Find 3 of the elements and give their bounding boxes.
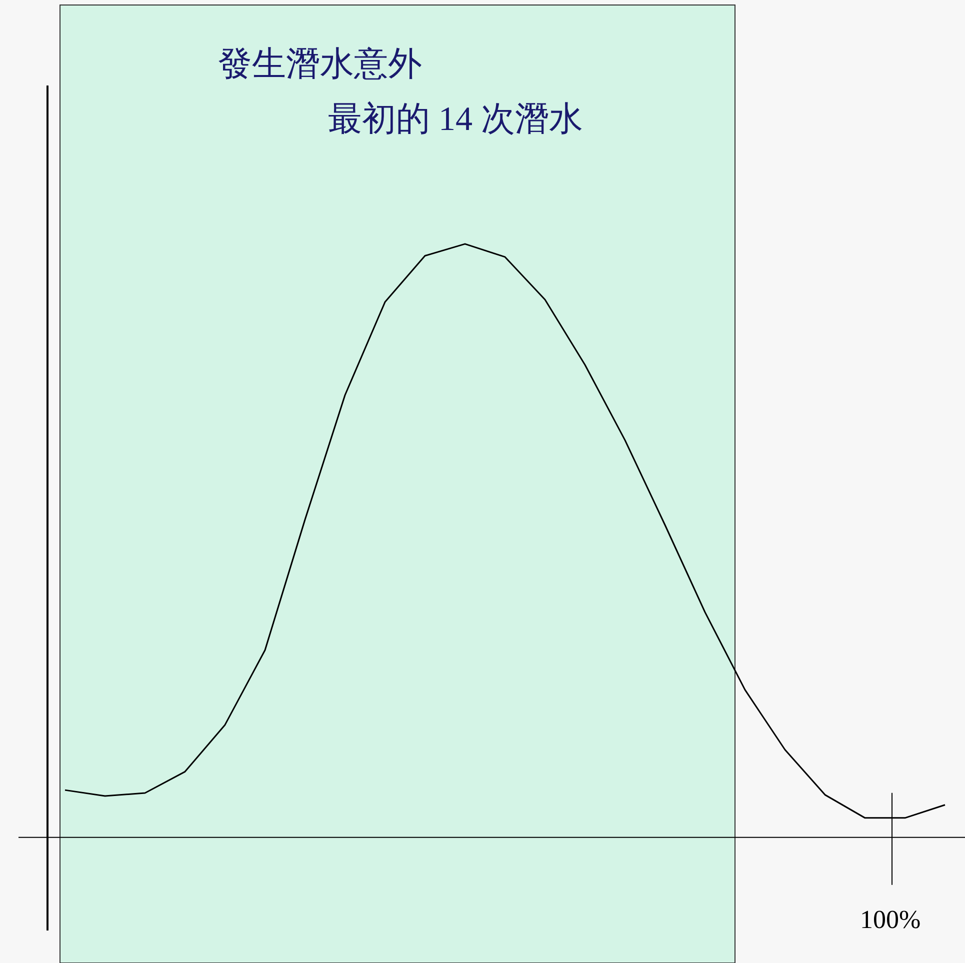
text: 100% — [860, 904, 921, 934]
text: 最初的 14 次潛水 — [328, 101, 583, 138]
text: 發生潛水意外 — [218, 46, 422, 83]
